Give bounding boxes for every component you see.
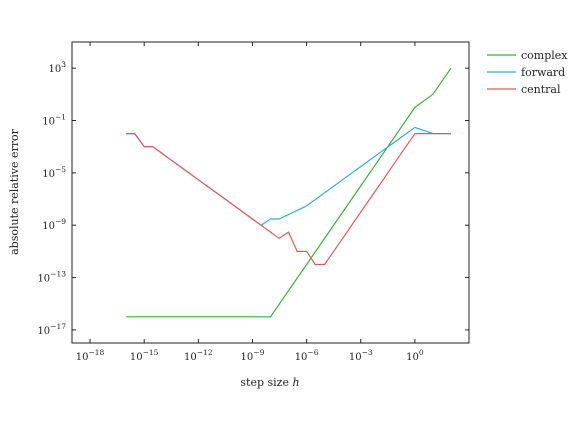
y-tick-label: 103	[48, 60, 66, 75]
x-axis-ticks: 10−18 10−15 10−12 10−9 10−6 10−3 100	[76, 42, 424, 363]
legend-label-complex: complex	[521, 49, 568, 62]
y-tick-label: 10−5	[42, 165, 66, 180]
x-tick-label: 10−6	[295, 348, 319, 363]
y-tick-label: 10−13	[37, 270, 66, 285]
x-axis-label: step size h	[240, 376, 299, 389]
x-tick-label: 10−12	[184, 348, 213, 363]
series-lines	[126, 67, 452, 318]
series-line-complex	[126, 67, 452, 318]
legend-label-central: central	[521, 83, 561, 96]
y-tick-label: 10−1	[42, 113, 66, 128]
x-tick-label: 10−18	[76, 348, 105, 363]
y-axis-label: absolute relative error	[8, 128, 21, 255]
plot-frame	[71, 41, 470, 344]
y-tick-label: 10−17	[37, 322, 66, 337]
legend: complex forward central	[487, 49, 568, 96]
legend-label-forward: forward	[521, 66, 565, 79]
y-axis-ticks: 103 10−1 10−5 10−9 10−13 10−17	[37, 60, 469, 337]
y-tick-label: 10−9	[42, 217, 66, 232]
x-tick-label: 10−3	[349, 348, 373, 363]
series-line-forward	[126, 126, 451, 226]
series-line-central	[126, 133, 451, 266]
x-tick-label: 100	[406, 348, 424, 363]
x-tick-label: 10−9	[241, 348, 265, 363]
x-tick-label: 10−15	[130, 348, 159, 363]
